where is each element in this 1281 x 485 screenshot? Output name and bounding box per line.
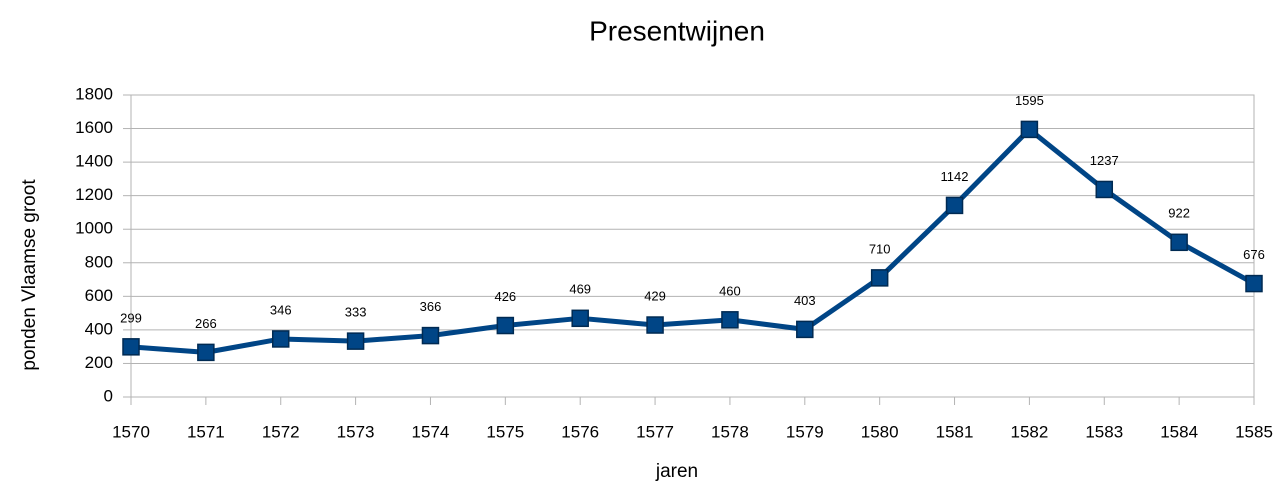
chart-title: Presentwijnen: [589, 15, 765, 46]
data-label: 333: [345, 305, 367, 320]
marker: [271, 330, 290, 348]
x-tick-label: 1571: [187, 422, 225, 441]
data-label: 1237: [1090, 153, 1119, 168]
data-label: 460: [719, 283, 741, 298]
data-label: 469: [569, 282, 591, 297]
x-axis-label: jaren: [655, 461, 698, 482]
marker: [496, 316, 515, 335]
marker: [945, 196, 964, 215]
x-tick-label: 1570: [112, 422, 150, 441]
x-tick-label: 1577: [636, 422, 674, 441]
x-tick-label: 1574: [412, 422, 450, 441]
marker: [122, 338, 140, 356]
marker: [721, 311, 739, 329]
marker: [1095, 180, 1114, 199]
x-tick-label: 1575: [486, 422, 524, 441]
data-label: 366: [420, 299, 442, 314]
line: [130, 126, 1256, 355]
x-tick-label: 1576: [561, 422, 599, 441]
y-tick-label: 200: [85, 353, 113, 372]
marker: [646, 316, 664, 334]
data-label: 266: [195, 316, 217, 331]
data-label: 299: [120, 310, 142, 325]
data-label: 426: [494, 289, 516, 304]
y-tick-label: 800: [85, 252, 113, 271]
data-label: 346: [270, 302, 292, 317]
marker: [346, 332, 365, 350]
x-tick-label: 1583: [1085, 422, 1123, 441]
marker: [197, 343, 215, 362]
y-tick-label: 1400: [75, 152, 113, 171]
x-tick-label: 1578: [711, 422, 749, 441]
data-label: 429: [644, 288, 666, 303]
y-tick-label: 1800: [75, 84, 113, 103]
marker: [796, 320, 814, 339]
y-axis-label: ponden Vlaamse groot: [19, 179, 40, 371]
marker: [571, 309, 589, 328]
x-tick-label: 1580: [861, 422, 899, 441]
marker: [421, 326, 440, 345]
y-tick-label: 400: [85, 319, 113, 338]
data-label: 710: [869, 241, 891, 256]
x-tick-label: 1584: [1160, 422, 1198, 441]
marker: [1170, 233, 1188, 252]
marker: [1245, 274, 1263, 293]
data-label: 403: [794, 293, 816, 308]
y-tick-label: 1000: [75, 219, 113, 238]
data-label: 922: [1168, 206, 1190, 221]
x-tick-label: 1585: [1235, 422, 1273, 441]
x-tick-label: 1582: [1010, 422, 1048, 441]
x-tick-label: 1572: [262, 422, 300, 441]
x-tick-label: 1579: [786, 422, 824, 441]
data-label: 1142: [941, 169, 969, 184]
marker: [1020, 120, 1039, 139]
x-tick-label: 1573: [337, 422, 375, 441]
y-tick-label: 1600: [75, 118, 113, 137]
data-label: 1595: [1015, 93, 1044, 108]
y-tick-label: 0: [104, 386, 113, 405]
data-label: 676: [1243, 247, 1265, 262]
plot-frame: [130, 94, 1255, 398]
y-tick-label: 1200: [75, 185, 113, 204]
x-tick-label: 1581: [936, 422, 974, 441]
marker: [870, 269, 889, 287]
y-tick-label: 600: [85, 286, 113, 305]
